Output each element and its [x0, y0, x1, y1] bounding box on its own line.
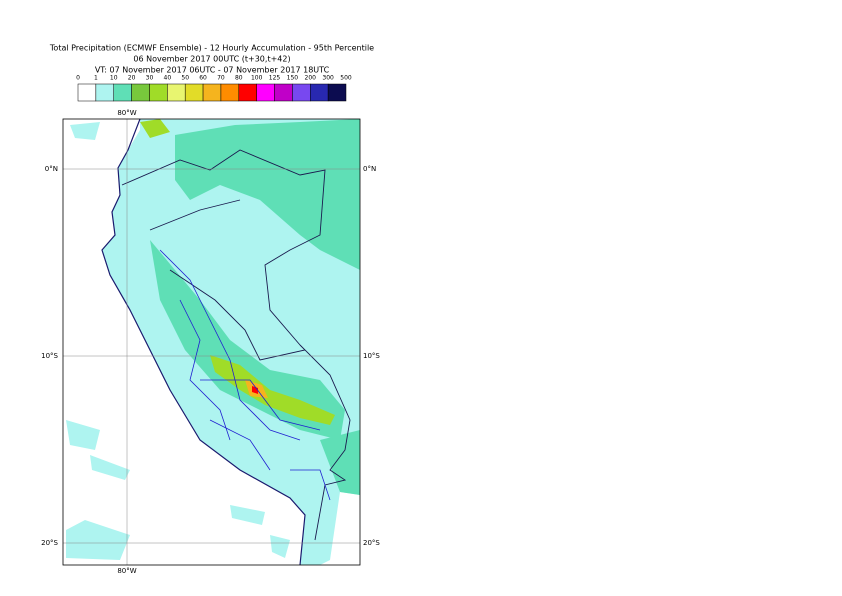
extreme-precip: [252, 386, 258, 394]
lon-label: 80°W: [117, 567, 136, 575]
legend-swatch: [184, 83, 204, 102]
legend-swatch: [256, 83, 275, 102]
legend-label: 125: [269, 75, 281, 82]
legend-label: 40: [164, 75, 172, 82]
regions: [159, 249, 331, 501]
valid-time: VT: 07 November 2017 06UTC - 07 November…: [95, 66, 330, 75]
title: Total Precipitation (ECMWF Ensemble) - 1…: [49, 44, 374, 53]
moderate-precip: [150, 119, 360, 495]
lon-label: 80°W: [117, 109, 136, 117]
legend-swatch: [274, 83, 293, 102]
run-time: 06 November 2017 00UTC (t+30,t+42): [133, 55, 290, 64]
legend-swatch: [149, 83, 168, 102]
lat-label: 20°S: [363, 539, 380, 547]
legend-label: 60: [199, 75, 207, 82]
legend-swatch: [202, 83, 222, 102]
lat-label: 10°S: [363, 352, 380, 360]
legend-label: 200: [305, 75, 317, 82]
legend-swatch: [327, 83, 347, 102]
legend: 0 1 10 20 30 40 50 60 70 80 100 125 150 200 300 500: [76, 75, 352, 102]
legend-label: 30: [146, 75, 154, 82]
legend-swatch: [292, 83, 311, 102]
legend-swatch: [113, 83, 132, 102]
lat-label: 0°N: [45, 165, 58, 173]
legend-label: 500: [340, 75, 352, 82]
legend-label: 80: [235, 75, 243, 82]
legend-label: 70: [217, 75, 225, 82]
map-frame: [62, 118, 361, 566]
legend-label: 20: [128, 75, 136, 82]
lat-label: 0°N: [363, 165, 376, 173]
legend-swatch: [238, 83, 257, 102]
lat-label: 20°S: [41, 539, 58, 547]
legend-label: 10: [110, 75, 118, 82]
legend-label: 1: [94, 75, 98, 82]
legend-swatch: [77, 83, 97, 102]
coastline: [101, 118, 306, 566]
borders: [121, 149, 351, 541]
legend-swatch: [131, 83, 150, 102]
legend-label: 100: [251, 75, 263, 82]
lat-label: 10°S: [41, 352, 58, 360]
legend-swatch: [310, 83, 329, 102]
map: 80°W 80°W 0°N 0°N 10°S 10°S 20°S 20°S: [41, 109, 380, 575]
legend-label: 0: [76, 75, 80, 82]
legend-swatch: [95, 83, 114, 102]
legend-label: 50: [181, 75, 189, 82]
legend-swatch: [167, 83, 186, 102]
legend-swatch: [220, 83, 240, 102]
legend-label: 300: [322, 75, 334, 82]
legend-label: 150: [287, 75, 299, 82]
header: Total Precipitation (ECMWF Ensemble) - 1…: [49, 44, 374, 75]
